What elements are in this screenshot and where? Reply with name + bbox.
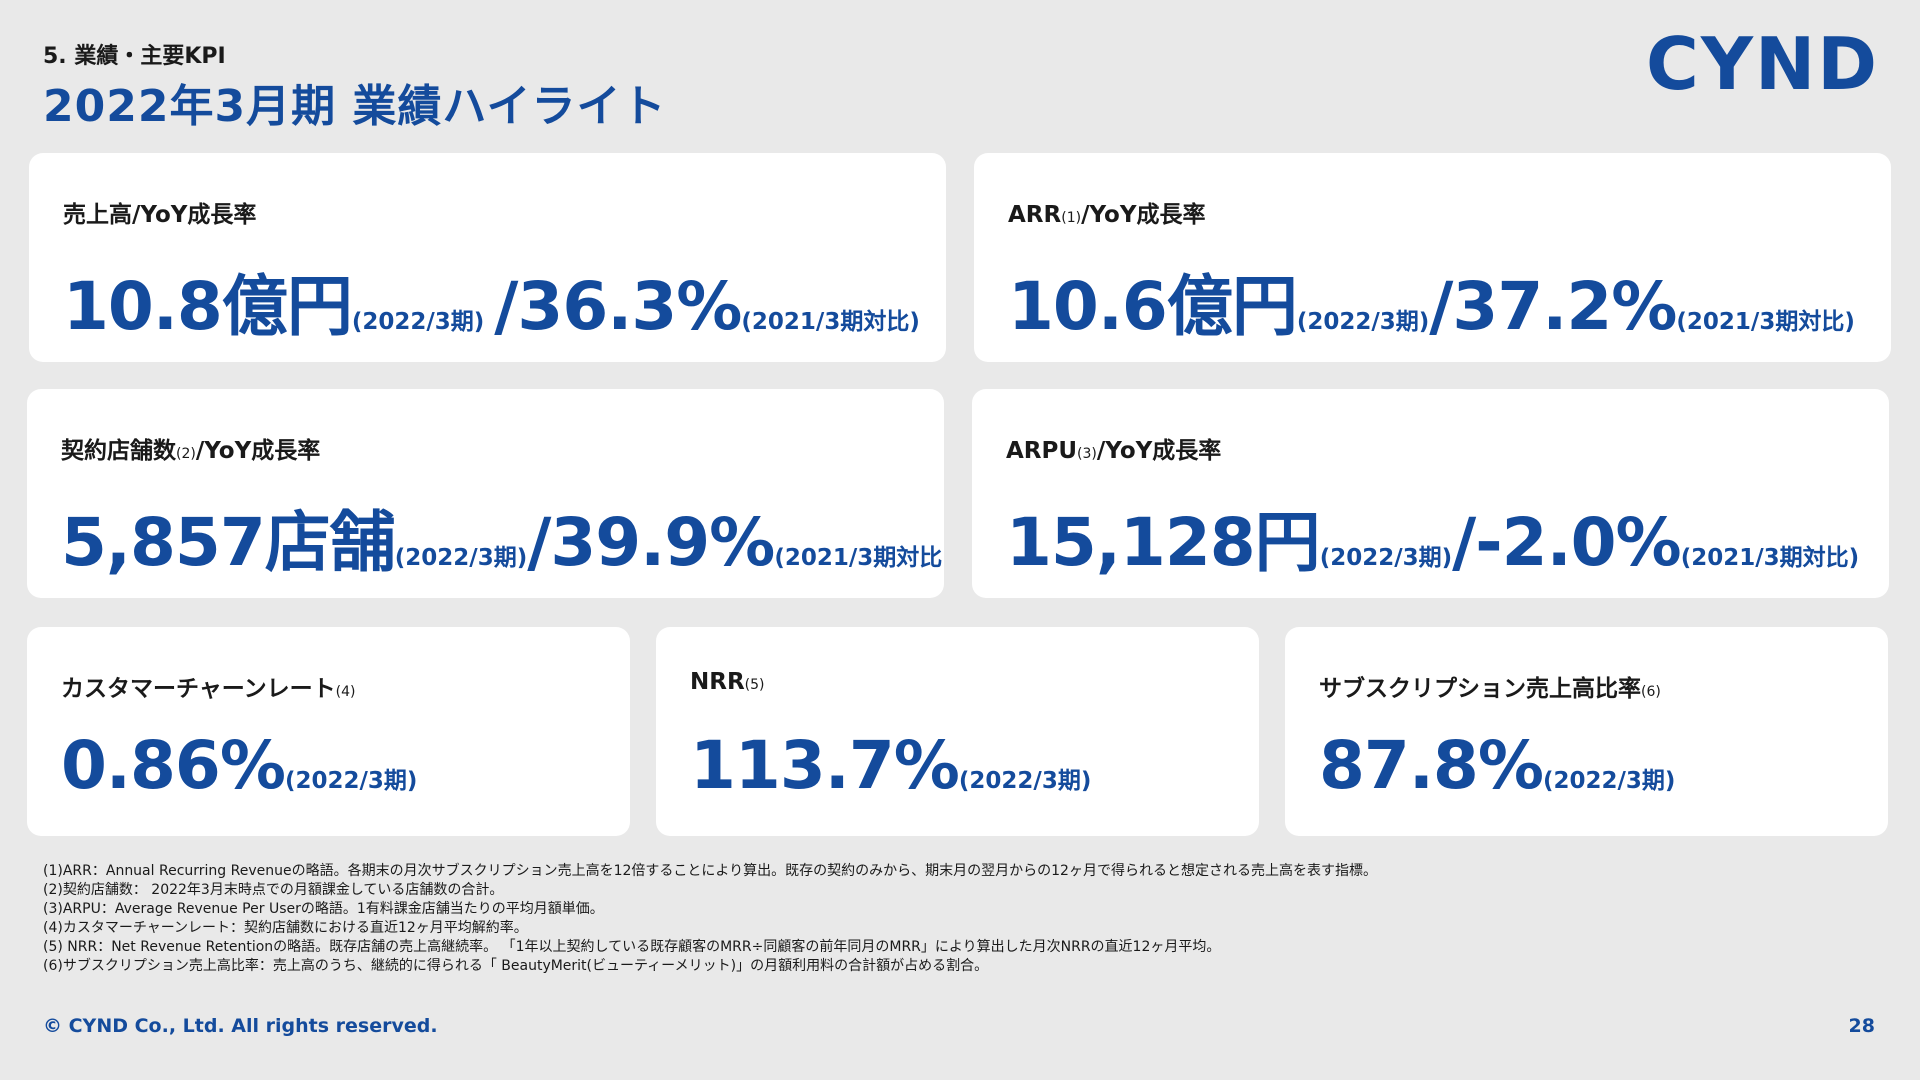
footnote-4: (4)カスタマーチャーンレート：契約店舗数における直近12ヶ月平均解約率。 (43, 920, 528, 936)
revenue-separator: / (494, 268, 518, 345)
arr-period: (2022/3期) (1296, 309, 1430, 335)
churn-value-line: 0.86%(2022/3期) (61, 727, 417, 804)
revenue-label: 売上高/YoY成長率 (63, 202, 257, 228)
footnote-6: (6)サブスクリプション売上高比率：売上高のうち、継続的に得られる「 Beaut… (43, 958, 989, 974)
nrr-label-line: NRR(5) (690, 669, 765, 695)
subscription-label-line: サブスクリプション売上高比率(6) (1319, 669, 1661, 703)
subscription-card: サブスクリプション売上高比率(6) 87.8%(2022/3期) (1285, 627, 1888, 836)
footnote-1: (1)ARR：Annual Recurring Revenueの略語。各期末の月… (43, 863, 1377, 879)
arr-separator: / (1429, 268, 1453, 345)
stores-period: (2022/3期) (394, 545, 528, 571)
footnotes: (1)ARR：Annual Recurring Revenueの略語。各期末の月… (43, 862, 1377, 976)
revenue-value: 10.8億円 (63, 268, 353, 345)
nrr-period: (2022/3期) (958, 768, 1092, 794)
arpu-card: ARPU(3)/YoY成長率 15,128円(2022/3期)/-2.0%(20… (972, 389, 1889, 598)
arpu-separator: / (1452, 504, 1476, 581)
arpu-label: ARPU (1006, 438, 1078, 464)
revenue-card: 売上高/YoY成長率 10.8億円(2022/3期) /36.3%(2021/3期… (29, 153, 946, 362)
nrr-card: NRR(5) 113.7%(2022/3期) (656, 627, 1259, 836)
arpu-period: (2022/3期) (1319, 545, 1453, 571)
arpu-value-line: 15,128円(2022/3期)/-2.0%(2021/3期対比) (1006, 489, 1859, 585)
arr-label: ARR (1008, 202, 1062, 228)
stores-label-suffix: /YoY成長率 (195, 438, 321, 464)
arr-value: 10.6億円 (1008, 268, 1298, 345)
company-logo: CYND (1646, 22, 1879, 106)
stores-comparison: (2021/3期対比) (774, 545, 944, 571)
revenue-period: (2022/3期) (351, 309, 485, 335)
arr-growth: 37.2% (1452, 268, 1677, 345)
stores-label-line: 契約店舗数(2)/YoY成長率 (61, 431, 320, 465)
stores-value-line: 5,857店舗(2022/3期)/39.9%(2021/3期対比) (61, 489, 944, 585)
nrr-label: NRR (690, 669, 745, 695)
arr-card: ARR(1)/YoY成長率 10.6億円(2022/3期)/37.2%(2021… (974, 153, 1891, 362)
stores-label: 契約店舗数 (61, 438, 176, 464)
arpu-label-line: ARPU(3)/YoY成長率 (1006, 431, 1221, 465)
revenue-growth: 36.3% (517, 268, 742, 345)
copyright: © CYND Co., Ltd. All rights reserved. (43, 1015, 438, 1037)
subscription-label: サブスクリプション売上高比率 (1319, 676, 1641, 702)
subscription-footnote-ref: (6) (1641, 684, 1661, 700)
churn-period: (2022/3期) (284, 768, 418, 794)
nrr-footnote-ref: (5) (744, 677, 765, 693)
arr-comparison: (2021/3期対比) (1676, 309, 1855, 335)
churn-label: カスタマーチャーンレート (61, 676, 336, 702)
churn-value: 0.86% (61, 727, 286, 804)
revenue-comparison: (2021/3期対比) (741, 309, 920, 335)
nrr-value: 113.7% (690, 727, 960, 804)
subscription-period: (2022/3期) (1542, 768, 1676, 794)
arr-label-line: ARR(1)/YoY成長率 (1008, 195, 1205, 229)
arpu-footnote-ref: (3) (1077, 446, 1097, 462)
arpu-growth: -2.0% (1475, 504, 1681, 581)
subscription-value: 87.8% (1319, 727, 1544, 804)
arpu-comparison: (2021/3期対比) (1680, 545, 1860, 571)
stores-footnote-ref: (2) (176, 446, 196, 462)
revenue-value-line: 10.8億円(2022/3期) /36.3%(2021/3期対比) (63, 253, 920, 349)
stores-growth: 39.9% (550, 504, 775, 581)
section-label: 5. 業績・主要KPI (43, 44, 226, 69)
churn-footnote-ref: (4) (335, 684, 356, 700)
nrr-value-line: 113.7%(2022/3期) (690, 727, 1091, 804)
stores-separator: / (527, 504, 551, 581)
stores-value: 5,857店舗 (61, 504, 396, 581)
footnote-2: (2)契約店舗数： 2022年3月末時点での月額課金している店舗数の合計。 (43, 882, 504, 898)
churn-label-line: カスタマーチャーンレート(4) (61, 669, 355, 703)
page-number: 28 (1848, 1015, 1875, 1037)
arr-footnote-ref: (1) (1061, 210, 1082, 226)
churn-card: カスタマーチャーンレート(4) 0.86%(2022/3期) (27, 627, 630, 836)
page-title: 2022年3月期 業績ハイライト (43, 81, 667, 132)
arr-value-line: 10.6億円(2022/3期)/37.2%(2021/3期対比) (1008, 253, 1855, 349)
arpu-label-suffix: /YoY成長率 (1096, 438, 1222, 464)
stores-card: 契約店舗数(2)/YoY成長率 5,857店舗(2022/3期)/39.9%(2… (27, 389, 944, 598)
arr-label-suffix: /YoY成長率 (1081, 202, 1206, 228)
footnote-5: (5) NRR：Net Revenue Retentionの略語。既存店舗の売上… (43, 939, 1221, 955)
arpu-value: 15,128円 (1006, 504, 1321, 581)
footnote-3: (3)ARPU：Average Revenue Per Userの略語。1有料課… (43, 901, 604, 917)
subscription-value-line: 87.8%(2022/3期) (1319, 727, 1675, 804)
